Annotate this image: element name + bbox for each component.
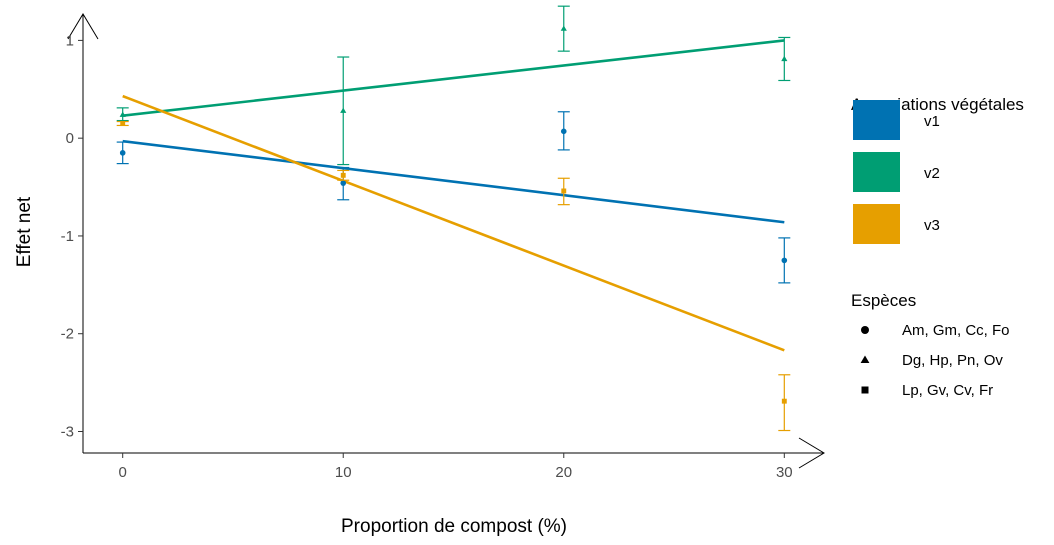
fit-line-v2 [122,39,785,117]
x-tick-label-10: 10 [335,464,352,481]
legend-shape-title: Espèces [851,291,916,310]
data-point-v2-0 [116,107,129,122]
fit-line-v3 [122,94,785,352]
point-marker-v3-0 [120,121,126,126]
x-tick-label-30: 30 [776,464,793,481]
legend-shape-label-0: Am, Gm, Cc, Fo [902,322,1010,339]
data-point-v3-0 [116,120,129,127]
legend-swatch-v1 [853,100,900,140]
point-marker-v3-1 [340,172,346,178]
legend-swatch-v3 [853,204,900,244]
fit-line-v1 [122,139,785,224]
data-point-v2-2 [557,5,570,52]
x-tick-label-0: 0 [119,464,127,481]
data-point-v2-1 [337,56,350,166]
data-point-v3-1 [337,169,350,181]
legend-shape-square [861,386,869,394]
point-marker-v2-2 [560,25,567,31]
legend-label-v3: v3 [924,217,940,234]
legend-label-v1: v1 [924,113,940,130]
x-axis-title: Proportion de compost (%) [341,516,567,537]
legend-shape-label-2: Lp, Gv, Cv, Fr [902,382,993,399]
point-marker-v2-0 [119,111,126,117]
legend-shape-triangle [860,355,870,364]
legend-label-v2: v2 [924,165,940,182]
y-tick-label-1: 1 [66,32,74,49]
point-marker-v3-2 [561,188,567,194]
y-tick-label--1: -1 [61,228,74,245]
x-axis-arrow [798,437,825,469]
point-marker-v1-0 [119,150,126,156]
data-point-v2-3 [778,36,791,82]
y-tick-label-0: 0 [66,130,74,147]
x-tick-label-20: 20 [555,464,572,481]
point-marker-v2-1 [340,107,347,113]
legend-shape-circle [861,326,869,334]
legend-shape-label-1: Dg, Hp, Pn, Ov [902,352,1003,369]
point-marker-v2-3 [781,55,788,62]
y-axis-arrow [67,13,99,40]
axes: 0 10 20 30 -3 -2 -1 0 1 [61,13,825,481]
data-point-v3-3 [778,374,791,432]
point-marker-v1-1 [340,180,347,186]
point-marker-v3-3 [781,398,787,404]
y-tick-label--3: -3 [61,423,74,440]
y-axis-title: Effet net [14,196,35,267]
data-point-v3-2 [557,177,570,206]
data-point-v1-2 [557,111,570,151]
legend-swatch-v2 [853,152,900,192]
data-point-v1-3 [778,237,791,284]
data-point-v1-0 [116,141,129,165]
legend: Associations végétales Espèces v1v2v3Am,… [851,95,1024,399]
point-marker-v1-3 [781,257,788,264]
point-marker-v1-2 [560,128,567,135]
y-tick-label--2: -2 [61,326,74,343]
plot-area [116,5,791,432]
